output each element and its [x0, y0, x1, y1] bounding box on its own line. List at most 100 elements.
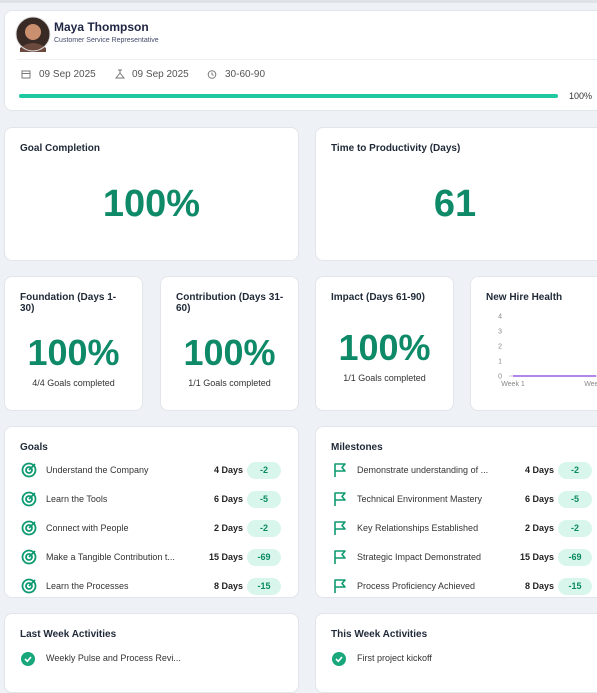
phase-card: Impact (Days 61-90) 100% 1/1 Goals complet…: [315, 276, 454, 411]
item-name: Key Relationships Established: [357, 523, 479, 533]
activity-name: Weekly Pulse and Process Revi...: [46, 653, 181, 663]
flask-icon: [115, 69, 125, 79]
calendar-icon: [21, 70, 31, 79]
health-card: New Hire Health 0 1 2 3 4 Week 1 Week 2: [470, 276, 597, 411]
row-icon: [332, 491, 348, 512]
y-tick-label: 2: [498, 344, 502, 351]
list-row: Learn the Tools 6 Days -5: [5, 491, 298, 511]
user-name: Maya Thompson: [54, 20, 149, 34]
list-row: Understand the Company 4 Days -2: [5, 462, 298, 482]
list-row: Learn the Processes 8 Days -15: [5, 578, 298, 598]
item-days: 2 Days: [213, 523, 243, 533]
delta-badge: -2: [558, 462, 592, 479]
list-row: Make a Tangible Contribution t... 15 Days…: [5, 549, 298, 569]
card-title: Time to Productivity (Days): [331, 143, 461, 154]
row-icon: [332, 520, 348, 541]
start-date: 09 Sep 2025: [39, 69, 96, 80]
big-value: 100%: [338, 327, 431, 368]
plan-type: 30-60-90: [225, 69, 266, 80]
clock-icon: [207, 70, 217, 79]
productivity-card: Time to Productivity (Days) 61: [315, 127, 597, 261]
delta-badge: -69: [247, 549, 281, 566]
card-title: Last Week Activities: [20, 629, 117, 640]
profile-card: Maya Thompson Customer Service Represent…: [4, 10, 597, 111]
progress-label: 100%: [569, 91, 593, 101]
phase-card: Contribution (Days 31-60) 100% 1/1 Goals c…: [160, 276, 299, 411]
activity-name: First project kickoff: [357, 653, 432, 663]
row-icon: [21, 462, 37, 483]
list-row: Technical Environment Mastery 6 Days -5: [316, 491, 597, 511]
item-days: 15 Days: [208, 552, 243, 562]
this-week-card: This Week Activities First project kicko…: [315, 613, 597, 693]
big-value: 100%: [27, 332, 120, 373]
row-icon: [332, 549, 348, 570]
item-name: Connect with People: [46, 523, 129, 533]
item-name: Learn the Tools: [46, 494, 108, 504]
end-date: 09 Sep 2025: [132, 69, 189, 80]
list-row: Key Relationships Established 2 Days -2: [316, 520, 597, 540]
item-days: 8 Days: [213, 581, 243, 591]
item-days: 6 Days: [524, 494, 554, 504]
item-name: Strategic Impact Demonstrated: [357, 552, 482, 562]
big-value: 100%: [183, 332, 276, 373]
card-title: New Hire Health: [486, 292, 563, 303]
item-name: Understand the Company: [46, 465, 149, 475]
item-days: 4 Days: [524, 465, 554, 475]
delta-badge: -2: [558, 520, 592, 537]
item-name: Technical Environment Mastery: [357, 494, 483, 504]
y-tick-label: 1: [498, 359, 502, 366]
goals-card: Goals Understand the Company 4 Days -2 Lear…: [4, 426, 299, 598]
x-tick-label: Week 2: [584, 381, 597, 388]
row-icon: [21, 520, 37, 541]
y-tick-label: 0: [498, 374, 502, 381]
goals-note: 1/1 Goals completed: [343, 373, 426, 383]
item-days: 2 Days: [524, 523, 554, 533]
card-title: Foundation (Days 1-30): [20, 292, 117, 314]
goals-note: 4/4 Goals completed: [32, 378, 115, 388]
big-value: 61: [433, 183, 477, 225]
delta-badge: -2: [247, 520, 281, 537]
item-name: Demonstrate understanding of ...: [357, 465, 489, 475]
row-icon: [21, 491, 37, 512]
delta-badge: -5: [247, 491, 281, 508]
top-bar: [0, 0, 597, 3]
list-row: Connect with People 2 Days -2: [5, 520, 298, 540]
delta-badge: -69: [558, 549, 592, 566]
y-tick-label: 3: [498, 329, 502, 336]
list-row: Demonstrate understanding of ... 4 Days -2: [316, 462, 597, 482]
list-row: Process Proficiency Achieved 8 Days -15: [316, 578, 597, 598]
row-icon: [21, 578, 37, 599]
card-title: Contribution (Days 31-60): [176, 292, 284, 314]
progress-bar: [19, 94, 558, 98]
milestones-card: Milestones Demonstrate understanding of …: [315, 426, 597, 598]
delta-badge: -5: [558, 491, 592, 508]
delta-badge: -15: [558, 578, 592, 595]
row-icon: [332, 462, 348, 483]
card-title: Goal Completion: [20, 143, 100, 154]
health-chart: 0 1 2 3 4 Week 1 Week 2: [498, 314, 597, 388]
activity-row: First project kickoff: [316, 650, 597, 670]
divider: [17, 59, 597, 60]
item-name: Make a Tangible Contribution t...: [46, 552, 175, 562]
card-title: This Week Activities: [331, 629, 428, 640]
goals-note: 1/1 Goals completed: [188, 378, 271, 388]
y-tick-label: 4: [498, 314, 502, 321]
list-row: Strategic Impact Demonstrated 15 Days -69: [316, 549, 597, 569]
item-days: 4 Days: [213, 465, 243, 475]
avatar: [15, 16, 51, 52]
phase-card: Foundation (Days 1-30) 100% 4/4 Goals comp…: [4, 276, 143, 411]
item-days: 15 Days: [519, 552, 554, 562]
user-role: Customer Service Representative: [54, 37, 159, 44]
goal-completion-card: Goal Completion 100%: [4, 127, 299, 261]
x-tick-label: Week 1: [501, 381, 525, 388]
last-week-card: Last Week Activities Weekly Pulse and Pr…: [4, 613, 299, 693]
item-days: 6 Days: [213, 494, 243, 504]
item-name: Learn the Processes: [46, 581, 129, 591]
row-icon: [21, 549, 37, 570]
card-title: Goals: [20, 442, 48, 453]
item-name: Process Proficiency Achieved: [357, 581, 476, 591]
row-icon: [332, 578, 348, 599]
check-icon: [332, 652, 346, 671]
activity-row: Weekly Pulse and Process Revi...: [5, 650, 298, 670]
